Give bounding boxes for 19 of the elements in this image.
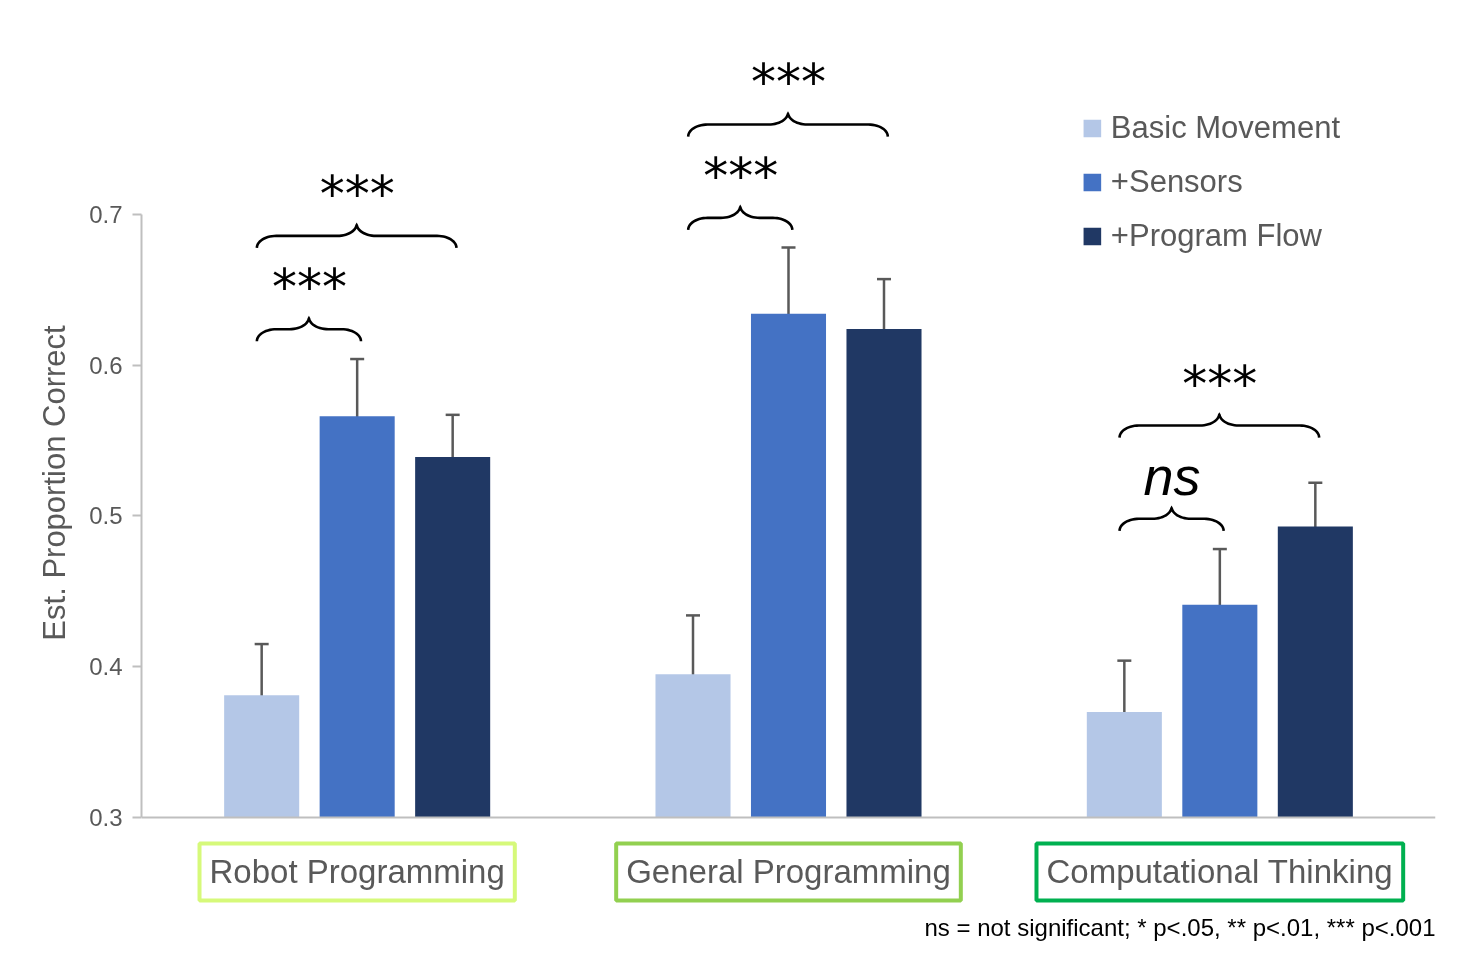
x-tick-label: Computational Thinking — [1046, 853, 1393, 891]
y-tick-label: 0.5 — [89, 502, 123, 530]
x-tick-label: General Programming — [626, 853, 951, 891]
y-tick-label: 0.7 — [89, 200, 123, 228]
annotation: *** — [1182, 354, 1258, 413]
x-tick-label: Robot Programming — [209, 853, 505, 891]
annotation: *** — [319, 164, 395, 223]
legend-label: +Sensors — [1110, 164, 1243, 200]
text: *** — [703, 146, 779, 205]
annotation: ns — [1143, 446, 1201, 507]
y-tick-label: 0.3 — [89, 803, 123, 831]
annotation: *** — [271, 258, 347, 317]
legend-label: Basic Movement — [1110, 110, 1340, 146]
y-tick-label: 0.4 — [89, 653, 123, 681]
text: *** — [751, 53, 826, 112]
text: ns = not significant; * p<.05, ** p<.01, *** p<.001 — [924, 913, 1436, 941]
y-axis-title: Est. Proportion Correct — [37, 324, 73, 641]
legend-label: +Program Flow — [1110, 218, 1322, 254]
y-tick-label: 0.6 — [89, 351, 123, 379]
